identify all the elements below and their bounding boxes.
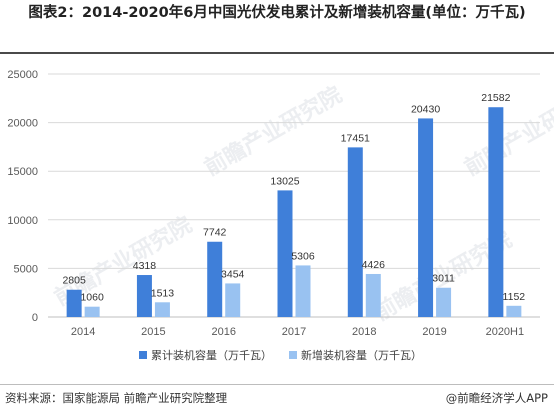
x-tick-label: 2014 — [71, 326, 95, 338]
value-label-new: 1513 — [151, 287, 175, 299]
value-label-new: 3454 — [221, 268, 245, 280]
value-label-new: 3011 — [432, 273, 455, 285]
bar-new — [436, 287, 452, 317]
y-axis: 0 5000 10000 15000 20000 25000 — [7, 69, 38, 324]
x-tick-label: 2020H1 — [486, 326, 525, 338]
title-divider — [0, 52, 554, 54]
value-label-cumulative: 20430 — [411, 103, 440, 115]
bar-cumulative — [277, 190, 293, 317]
value-label-new: 1152 — [503, 291, 526, 303]
legend-label-new: 新增装机容量（万千瓦） — [301, 348, 422, 362]
bar-cumulative — [418, 118, 434, 317]
bar-new — [154, 302, 170, 317]
y-tick-label: 25000 — [7, 69, 38, 81]
x-tick-label: 2015 — [141, 326, 165, 338]
bar-new — [506, 305, 522, 317]
y-tick-label: 20000 — [7, 118, 38, 130]
value-label-cumulative: 17451 — [341, 132, 370, 144]
y-tick-label: 0 — [32, 312, 38, 324]
value-label-new: 4426 — [362, 259, 386, 271]
bar-cumulative — [347, 147, 363, 317]
footer-divider — [0, 384, 554, 385]
bar-cumulative — [136, 275, 152, 317]
x-tick-label: 2017 — [282, 326, 306, 338]
y-tick-label: 10000 — [7, 215, 38, 227]
bars — [66, 107, 522, 317]
value-label-new: 1060 — [80, 292, 104, 304]
value-label-new: 5306 — [291, 250, 315, 262]
x-tick-label: 2016 — [211, 326, 235, 338]
value-label-cumulative: 2805 — [62, 275, 86, 287]
y-tick-label: 15000 — [7, 166, 38, 178]
bar-new — [225, 283, 241, 317]
watermark-text: 前瞻产业研究院 — [200, 82, 346, 182]
bar-cumulative — [207, 241, 223, 317]
value-label-cumulative: 7742 — [203, 227, 227, 239]
value-label-cumulative: 21582 — [481, 92, 510, 104]
x-tick-label: 2019 — [422, 326, 446, 338]
bar-cumulative — [488, 107, 504, 317]
chart-title: 图表2：2014-2020年6月中国光伏发电累计及新增装机容量(单位：万千瓦) — [28, 5, 526, 21]
bar-new — [295, 265, 311, 317]
bar-new — [365, 273, 381, 317]
x-axis: 2014 2015 2016 2017 2018 2019 2020H1 — [71, 326, 524, 338]
data-labels: 2805 1060 4318 1513 7742 3454 13025 5306 17451 44… — [62, 92, 525, 303]
bar-new — [84, 306, 100, 317]
legend-swatch-cumulative — [139, 351, 147, 359]
legend-label-cumulative: 累计装机容量（万千瓦） — [151, 348, 272, 362]
value-label-cumulative: 4318 — [133, 260, 157, 272]
x-tick-label: 2018 — [352, 326, 376, 338]
source-note: 资料来源：国家能源局 前瞻产业研究院整理 — [5, 391, 228, 405]
legend: 累计装机容量（万千瓦） 新增装机容量（万千瓦） — [139, 348, 422, 362]
grid-lines — [48, 73, 540, 318]
y-tick-label: 5000 — [14, 263, 38, 275]
value-label-cumulative: 13025 — [270, 175, 299, 187]
credit-note: @前瞻经济学人APP — [445, 391, 548, 405]
legend-swatch-new — [289, 351, 297, 359]
bar-cumulative — [66, 289, 82, 317]
